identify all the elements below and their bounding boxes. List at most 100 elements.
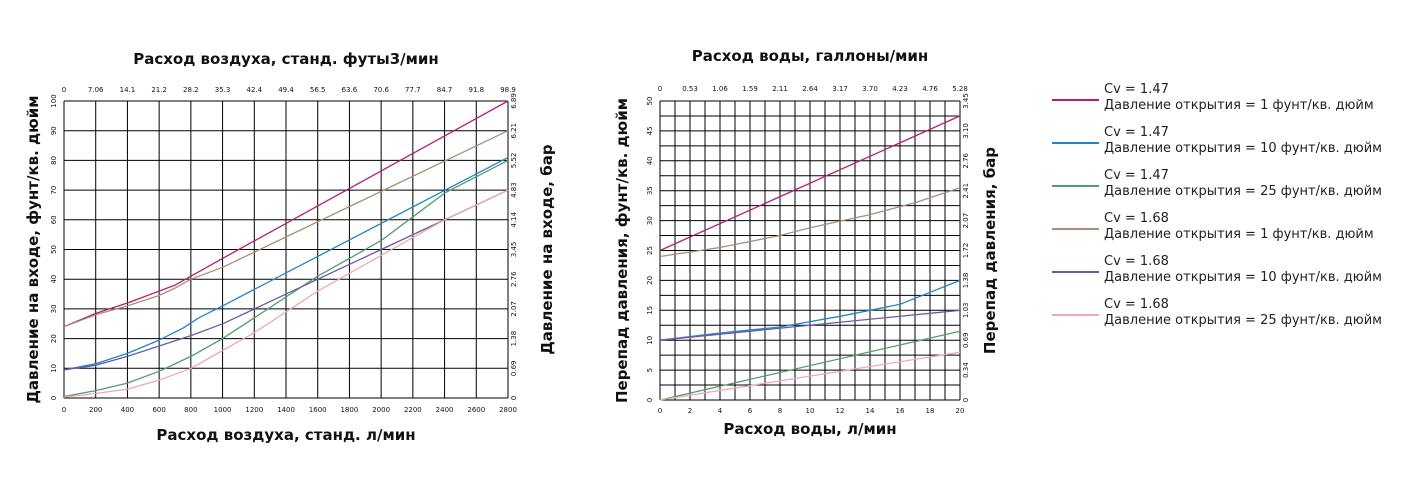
chart-title: Расход воздуха, станд. футы3/мин	[133, 50, 439, 68]
y-tick-label: 30	[646, 216, 654, 225]
legend-swatch	[1052, 99, 1099, 101]
y-tick-label: 15	[646, 306, 654, 315]
y2-tick-label: 0.69	[962, 332, 970, 348]
legend-item: Cv = 1.47 Давление открытия = 25 фунт/кв.…	[1052, 168, 1422, 211]
y-tick-label: 30	[50, 304, 58, 313]
x-tick-label: 2400	[436, 406, 454, 414]
y2-tick-label: 0.34	[962, 362, 970, 378]
x-tick-label: 200	[89, 406, 102, 414]
x-tick-label: 2000	[372, 406, 390, 414]
legend-label-cv: Cv = 1.47	[1104, 82, 1169, 97]
x2-tick-label: 3.17	[832, 85, 848, 93]
legend-label-cv: Cv = 1.47	[1104, 168, 1169, 183]
y2-axis-label: Перепад давления, бар	[981, 147, 999, 354]
y-axis-label: Перепад давления, фунт/кв. дюйм	[613, 98, 631, 403]
y-tick-label: 10	[646, 336, 654, 345]
legend-label-pressure: Давление открытия = 25 фунт/кв. дюйм	[1104, 313, 1382, 328]
x-tick-label: 2800	[499, 406, 517, 414]
x2-tick-label: 77.7	[405, 86, 421, 94]
y-tick-label: 25	[646, 246, 654, 255]
y2-tick-label: 2.76	[962, 152, 970, 168]
x2-tick-label: 1.59	[742, 85, 758, 93]
legend: Cv = 1.47 Давление открытия = 1 фунт/кв. …	[1052, 82, 1422, 340]
legend-label-pressure: Давление открытия = 1 фунт/кв. дюйм	[1104, 227, 1374, 242]
legend-swatch	[1052, 271, 1099, 273]
x2-tick-label: 0.53	[682, 85, 698, 93]
x-tick-label: 18	[926, 407, 935, 415]
x2-tick-label: 63.6	[342, 86, 358, 94]
y-tick-label: 50	[646, 97, 654, 106]
series-line	[659, 351, 961, 401]
x2-tick-label: 2.11	[772, 85, 788, 93]
y2-tick-label: 1.03	[962, 303, 970, 319]
series-line	[659, 309, 961, 341]
legend-label-cv: Cv = 1.68	[1104, 254, 1169, 269]
y2-tick-label: 6.89	[510, 93, 518, 109]
y-tick-label: 80	[50, 156, 58, 165]
legend-label-pressure: Давление открытия = 10 фунт/кв. дюйм	[1104, 270, 1382, 285]
x2-tick-label: 42.4	[246, 86, 262, 94]
x-tick-label: 600	[152, 406, 165, 414]
series-line	[659, 187, 961, 258]
y-tick-label: 100	[50, 94, 58, 107]
y-axis-label: Давление на входе, фунт/кв. дюйм	[24, 95, 42, 403]
legend-item: Cv = 1.68 Давление открытия = 10 фунт/кв.…	[1052, 254, 1422, 297]
y2-tick-label: 3.45	[962, 93, 970, 109]
x-tick-label: 6	[748, 407, 753, 415]
y2-tick-label: 1.38	[962, 273, 970, 289]
y2-tick-label: 3.45	[510, 242, 518, 258]
y2-tick-label: 5.52	[510, 153, 518, 169]
x2-tick-label: 3.70	[862, 85, 878, 93]
legend-item: Cv = 1.68 Давление открытия = 1 фунт/кв. …	[1052, 211, 1422, 254]
x-tick-label: 1000	[214, 406, 232, 414]
x2-tick-label: 98.9	[500, 86, 516, 94]
x-tick-label: 8	[778, 407, 782, 415]
chart-title: Расход воды, галлоны/мин	[692, 47, 929, 65]
legend-swatch	[1052, 185, 1099, 187]
y-tick-label: 10	[50, 364, 58, 373]
series-line	[63, 100, 509, 328]
series-line	[659, 330, 961, 401]
y2-tick-label: 4.14	[510, 211, 518, 227]
y2-tick-label: 2.07	[510, 301, 518, 317]
x-tick-label: 2600	[467, 406, 485, 414]
series-line	[659, 115, 961, 252]
y2-tick-label: 6.21	[510, 123, 518, 139]
x2-tick-label: 4.23	[892, 85, 908, 93]
legend-swatch	[1052, 314, 1099, 316]
x2-tick-label: 14.1	[120, 86, 136, 94]
x-tick-label: 10	[806, 407, 815, 415]
y-tick-label: 60	[50, 215, 58, 224]
grid	[63, 100, 509, 399]
legend-label-pressure: Давление открытия = 25 фунт/кв. дюйм	[1104, 184, 1382, 199]
y2-tick-label: 1.38	[510, 331, 518, 347]
y2-tick-label: 3.10	[962, 123, 970, 139]
x-tick-label: 400	[121, 406, 134, 414]
series-line	[63, 130, 509, 328]
y-tick-label: 0	[646, 398, 654, 402]
y2-tick-label: 1.72	[962, 243, 970, 259]
x-tick-label: 0	[62, 406, 66, 414]
y-tick-label: 40	[50, 275, 58, 284]
x-tick-label: 1200	[245, 406, 263, 414]
y-tick-label: 50	[50, 245, 58, 254]
x2-tick-label: 7.06	[88, 86, 104, 94]
y2-tick-label: 2.76	[510, 271, 518, 287]
x-axis-label: Расход воды, л/мин	[723, 420, 896, 438]
y-tick-label: 20	[646, 276, 654, 285]
y2-axis-label: Давление на входе, бар	[538, 144, 556, 354]
x-tick-label: 14	[866, 407, 875, 415]
x2-tick-label: 35.3	[215, 86, 231, 94]
series-line	[659, 279, 961, 341]
y2-tick-label: 2.41	[962, 183, 970, 199]
x2-tick-label: 2.64	[802, 85, 818, 93]
legend-label-cv: Cv = 1.68	[1104, 211, 1169, 226]
y2-tick-label: 4.83	[510, 182, 518, 198]
x-tick-label: 20	[956, 407, 965, 415]
legend-label-pressure: Давление открытия = 1 фунт/кв. дюйм	[1104, 98, 1374, 113]
x-tick-label: 1400	[277, 406, 295, 414]
series-line	[63, 156, 509, 371]
x2-tick-label: 84.7	[437, 86, 453, 94]
series-line	[63, 189, 509, 398]
